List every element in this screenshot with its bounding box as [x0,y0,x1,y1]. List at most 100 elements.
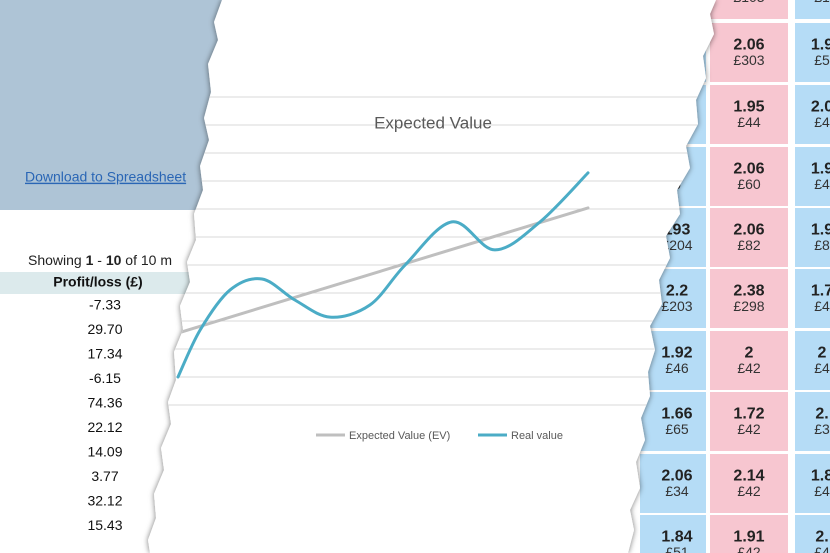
odds-stake: £4 [814,360,830,376]
odds-stake: £3 [814,421,830,437]
profit-cell: 17.34 [87,346,122,362]
odds-stake: £4 [814,114,830,130]
odds-value: 2.2 [666,283,688,300]
odds-value: 1.91 [733,529,764,546]
odds-value: 2.0 [811,99,830,116]
odds-stake: £82 [737,237,761,253]
profit-cell: -6.15 [89,370,121,386]
odds-stake: £42 [737,544,761,553]
column-header: Profit/loss (£) [53,274,142,290]
showing-from: 1 [86,252,94,268]
odds-cell-bg [795,208,830,267]
odds-cell-bg [710,208,788,267]
odds-cell-bg [795,85,830,144]
torn-paper [148,0,716,553]
odds-value: 1.95 [733,99,764,116]
odds-cell-bg [710,147,788,206]
odds-cell-bg [710,392,788,451]
odds-value: 1.9 [811,161,830,178]
odds-stake: £34 [665,483,689,499]
odds-stake: £51 [665,544,689,553]
odds-cell-bg [795,269,830,328]
profit-cell: 15.43 [87,517,122,533]
showing-suffix: of 10 m [121,252,172,268]
odds-value: 2.06 [733,37,764,54]
odds-value: 2.14 [733,468,764,485]
odds-cell-bg [795,0,830,19]
odds-stake: £42 [737,360,761,376]
odds-value: 1.66 [661,406,692,423]
odds-value: 1.84 [661,529,692,546]
odds-value: 1.8 [811,468,830,485]
odds-stake: £1 [814,0,830,5]
odds-stake: £42 [737,483,761,499]
odds-cell-bg [710,454,788,513]
odds-cell-bg [710,85,788,144]
odds-cell-bg [795,147,830,206]
odds-stake: £303 [733,52,764,68]
profit-cell: 32.12 [87,493,122,509]
odds-value: 2. [815,406,828,423]
odds-value: 1.72 [733,406,764,423]
odds-value: 2 [818,345,827,362]
showing-to: 10 [106,252,122,268]
odds-stake: £8 [814,237,830,253]
odds-stake: £103 [733,0,764,5]
odds-value: 1.9 [811,37,830,54]
odds-stake: £4 [814,544,830,553]
odds-cell-bg [795,331,830,390]
series-line [176,206,590,335]
legend-label: Real value [511,430,563,442]
odds-stake: £46 [665,360,689,376]
profit-cell: 29.70 [87,321,122,337]
odds-cell-bg [795,454,830,513]
chart-title: Expected Value [374,113,492,132]
odds-stake: £203 [661,298,692,314]
odds-stake: £44 [737,114,761,130]
showing-prefix: Showing [28,252,86,268]
odds-stake: £4 [814,298,830,314]
column-header-bg [0,272,222,294]
showing-sep: - [93,252,105,268]
profit-cell: 14.09 [87,444,122,460]
odds-stake: £4 [814,176,830,192]
odds-value: 1.9 [811,222,830,239]
odds-cell-bg [710,515,788,553]
odds-stake: £42 [737,421,761,437]
chart: Expected Value Expected Value (EV) Real va… [148,96,716,442]
odds-cell-bg [640,392,706,451]
odds-cell-bg [710,23,788,82]
odds-stake: £4 [814,483,830,499]
profit-cell: 22.12 [87,419,122,435]
odds-stake: £5 [814,52,830,68]
odds-cell-bg [710,331,788,390]
series-line [176,171,590,379]
odds-cell-bg [710,269,788,328]
legend-label: Expected Value (EV) [349,430,450,442]
odds-stake: £298 [733,298,764,314]
odds-value: 2.06 [661,468,692,485]
odds-stake: £204 [661,237,692,253]
odds-value: 2.06 [733,161,764,178]
download-link[interactable]: Download to Spreadsheet [25,169,186,185]
odds-cell-bg [640,515,706,553]
odds-cell-bg [795,23,830,82]
odds-cell-bg [640,454,706,513]
header-panel [0,0,222,210]
odds-value: 2.38 [733,283,764,300]
profit-cell: -7.33 [89,297,121,313]
profit-cell: 3.77 [91,468,118,484]
odds-cell-bg [710,0,788,19]
profit-cell: 74.36 [87,395,122,411]
odds-cell-bg [795,515,830,553]
odds-value: 1.92 [661,345,692,362]
showing-text: Showing 1 - 10 of 10 m [28,252,172,268]
odds-stake: £65 [665,421,689,437]
odds-value: 2. [815,529,828,546]
odds-value: 2.06 [733,222,764,239]
odds-cell-bg [795,392,830,451]
odds-stake: £60 [737,176,761,192]
odds-value: 1.7 [811,283,830,300]
